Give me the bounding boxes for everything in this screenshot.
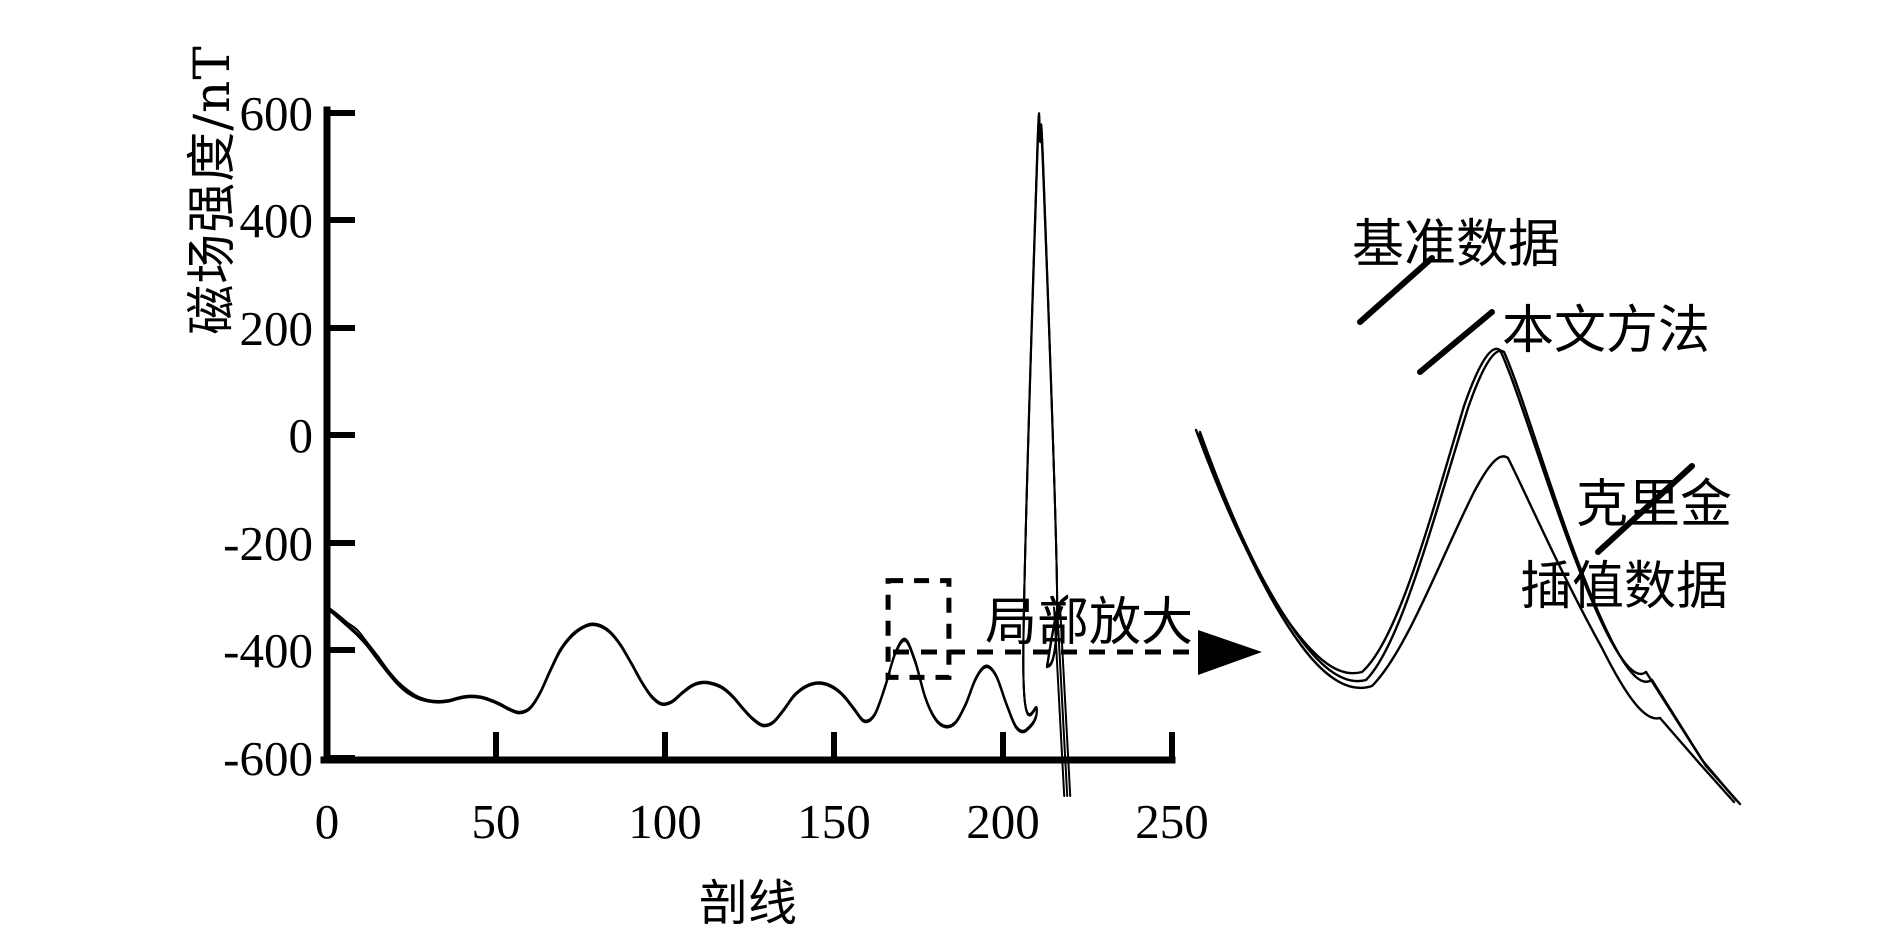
leader-line-baseline <box>1357 255 1435 325</box>
x-tick-label-0: 0 <box>315 794 340 849</box>
series-path-baseline <box>326 115 1069 733</box>
annotation-label-zoom: 局部放大 <box>985 593 1193 653</box>
inset-series-proposed <box>1198 349 1654 683</box>
y-tick-label--600: -600 <box>223 731 313 786</box>
y-tick-label-600: 600 <box>240 86 314 141</box>
series-tail-1 <box>1059 606 1072 797</box>
y-tick-label-200: 200 <box>240 301 314 356</box>
annotation-label-kriging-line1: 克里金 <box>1576 475 1732 535</box>
series-path-kriging <box>326 123 1069 732</box>
x-tick-label-150: 150 <box>797 794 871 849</box>
x-tick-label-100: 100 <box>628 794 702 849</box>
leader-line-proposed <box>1417 309 1495 375</box>
inset-tail-kriging <box>1658 716 1736 804</box>
x-tick-label-200: 200 <box>966 794 1040 849</box>
inset-tail-proposed <box>1650 678 1742 806</box>
y-tick-label-400: 400 <box>240 193 314 248</box>
y-axis-title-wrapper: 磁场强度/nT <box>168 0 248 400</box>
leader-line-kriging <box>1595 463 1695 555</box>
x-axis-title: 剖线 <box>699 875 797 932</box>
inset-series-kriging <box>1197 432 1662 720</box>
data-series-group <box>326 112 1072 797</box>
y-tick-label-0: 0 <box>289 408 314 463</box>
annotation-label-kriging-line2: 插值数据 <box>1520 557 1728 617</box>
x-tick-label-250: 250 <box>1135 794 1209 849</box>
y-tick-label--400: -400 <box>223 623 313 678</box>
x-tick-label-50: 50 <box>472 794 521 849</box>
series-tail-2 <box>1053 606 1066 797</box>
zoom-region-box <box>885 578 952 680</box>
y-tick-label--200: -200 <box>223 516 313 571</box>
series-tail-0 <box>1056 606 1069 797</box>
y-axis-title: 磁场强度/nT <box>183 45 241 335</box>
annotation-leaders <box>1357 255 1695 555</box>
inset-curves <box>1194 347 1742 806</box>
series-path-proposed <box>326 112 1069 734</box>
annotation-label-proposed: 本文方法 <box>1502 301 1710 361</box>
annotation-label-baseline: 基准数据 <box>1352 215 1560 275</box>
y-axis <box>323 106 355 764</box>
x-axis <box>320 732 1176 764</box>
zoom-arrow <box>893 630 1262 675</box>
zoom-arrow-head <box>1198 630 1262 675</box>
